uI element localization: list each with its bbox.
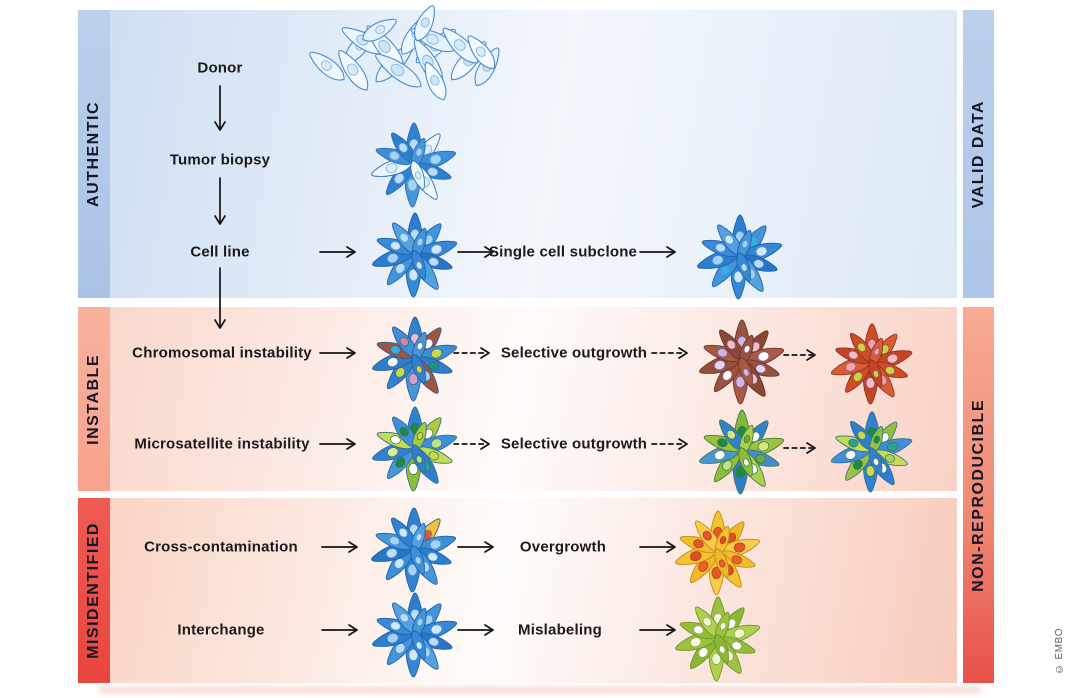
arrow-right-icon [321,624,358,636]
final-red-cluster [831,323,913,405]
arrow-right-icon [457,624,494,636]
label-interchange: Interchange [177,621,265,639]
dashed-arrow-right-icon [651,347,688,359]
arrow-right-icon [639,624,676,636]
arrow-right-icon [639,541,676,553]
outcome-strip-non-reproducible: NON-REPRODUCIBLE [963,307,994,683]
cell-line-cluster [372,212,458,298]
label-cell-line: Cell line [190,243,250,261]
donor-cell-mass [309,5,500,101]
arrow-down-icon [214,267,226,329]
arrow-right-icon [639,246,676,258]
arrow-right-icon [321,541,358,553]
dashed-arrow-right-icon [651,438,688,450]
final-green-blue-cluster [831,411,913,493]
outcome-strip-valid-data: VALID DATA [963,10,994,298]
arrow-right-icon [319,438,356,450]
arrow-right-icon [457,246,494,258]
label-donor: Donor [197,59,243,77]
misidentified-band-panel [110,498,957,683]
dashed-arrow-right-icon [453,438,490,450]
arrow-down-icon [214,85,226,131]
selective-outgrowth-green-cluster [699,409,785,495]
label-microsatellite-instability: Microsatellite instability [134,435,310,453]
microsatellite-instability-cluster [372,406,458,492]
label-selective-outgrowth-1: Selective outgrowth [500,344,648,362]
embo-credit: © EMBO [1054,628,1065,675]
arrow-right-icon [319,246,356,258]
label-single-cell-subclone: Single cell subclone [488,243,638,261]
section-strip-misidentified: MISIDENTIFIED [78,498,110,683]
label-overgrowth: Overgrowth [519,538,607,556]
arrow-right-icon [457,541,494,553]
outcome-label-valid-data: VALID DATA [969,99,987,209]
figure-bottom-shadow [98,687,982,693]
single-cell-subclone-cluster [697,214,783,300]
arrow-down-icon [214,177,226,225]
label-mislabeling: Mislabeling [518,621,602,639]
label-selective-outgrowth-2: Selective outgrowth [500,435,648,453]
cross-contamination-cluster [371,507,457,593]
instable-band-panel [110,307,957,491]
arrow-right-icon [319,347,356,359]
mislabeling-green-cluster [675,596,761,682]
interchange-cluster [372,592,458,678]
label-tumor-biopsy: Tumor biopsy [169,151,271,169]
label-cross-contamination: Cross-contamination [144,538,298,556]
section-strip-instable: INSTABLE [78,307,110,491]
chromosomal-instability-cluster [372,316,458,402]
outcome-label-non-reproducible: NON-REPRODUCIBLE [969,398,987,592]
section-label-instable: INSTABLE [85,353,102,445]
tumor-biopsy-cluster [371,122,457,208]
section-label-misidentified: MISIDENTIFIED [85,522,102,659]
selective-outgrowth-red-cluster [699,319,785,405]
section-strip-authentic: AUTHENTIC [78,10,110,298]
authentic-band-panel [110,10,957,298]
dashed-arrow-right-icon [453,347,490,359]
dashed-arrow-right-icon [783,442,816,454]
label-chromosomal-instability: Chromosomal instability [132,344,312,362]
dashed-arrow-right-icon [783,349,816,361]
overgrowth-yellow-cluster [675,510,761,596]
section-label-authentic: AUTHENTIC [85,101,102,207]
